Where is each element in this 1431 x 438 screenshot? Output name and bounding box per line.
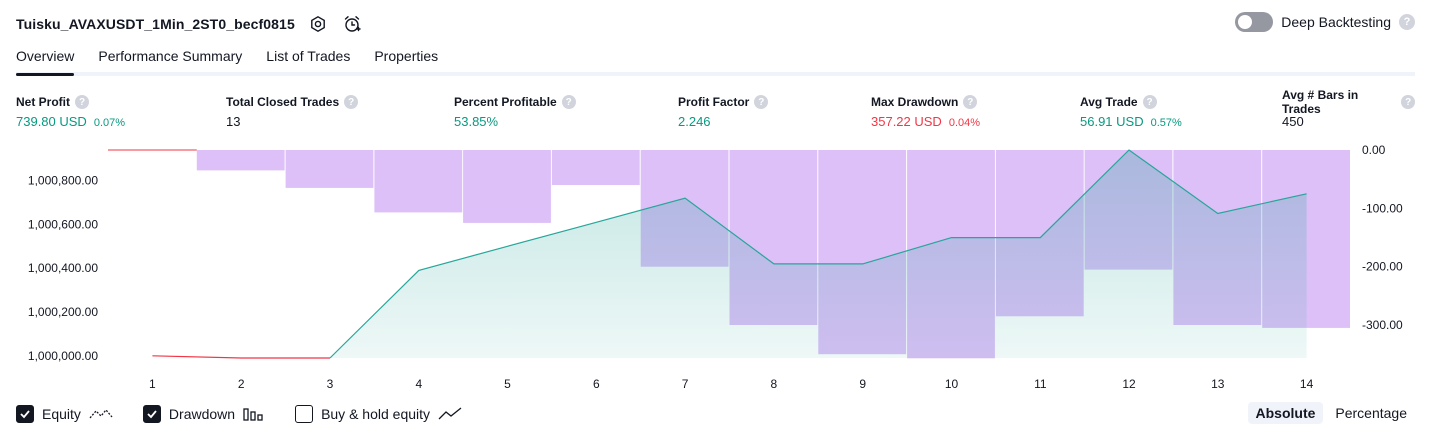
left-axis-tick: 1,000,600.00 [28,217,98,231]
left-axis-tick: 1,000,000.00 [28,349,98,363]
x-axis-tick: 6 [593,377,600,391]
drawdown-toggle[interactable]: Drawdown [142,405,265,423]
alarm-icon[interactable] [341,13,363,35]
stat-net-profit: Net Profit? 739.80 USD 0.07% [16,94,125,129]
stat-value: 56.91 USD [1080,114,1144,129]
stat-avg-trade: Avg Trade? 56.91 USD 0.57% [1080,94,1182,129]
stat-profit-factor: Profit Factor? 2.246 [678,94,769,129]
buy-hold-toggle[interactable]: Buy & hold equity [295,405,462,423]
right-axis-tick: 0.00 [1362,143,1386,157]
stats-row: Net Profit? 739.80 USD 0.07% Total Closed… [16,88,1415,130]
tab-properties[interactable]: Properties [374,48,439,64]
x-axis-tick: 8 [771,377,778,391]
stat-avg-bars-in-trades: Avg # Bars in Trades? 450 [1282,88,1415,129]
tab-list-of-trades[interactable]: List of Trades [266,48,351,64]
report-header: Tuisku_AVAXUSDT_1Min_2ST0_becf0815 Deep … [16,12,1415,36]
drawdown-label: Drawdown [168,406,236,422]
mode-switch: Absolute Percentage [1247,402,1416,424]
drawdown-bars-icon [243,407,265,421]
x-axis-tick: 2 [238,377,245,391]
buy-hold-checkbox[interactable] [295,405,314,423]
x-axis-tick: 13 [1211,377,1225,391]
stat-label: Max Drawdown [871,95,959,109]
x-axis-tick: 10 [945,377,959,391]
stat-label: Avg # Bars in Trades [1282,88,1359,116]
equity-line-icon [89,407,113,421]
equity-label: Equity [42,406,81,422]
x-axis-tick: 9 [859,377,866,391]
x-axis-tick: 7 [682,377,689,391]
equity-drawdown-chart[interactable]: 1,000,000.00 1,000,200.00 1,000,400.00 1,00… [0,140,1431,398]
drawdown-bar [285,150,374,188]
equity-line-negative [152,355,330,359]
stat-value: 357.22 USD [871,114,942,129]
info-icon[interactable]: ? [963,95,978,109]
x-axis-tick: 1 [149,377,156,391]
absolute-button[interactable]: Absolute [1247,402,1324,424]
info-icon[interactable]: ? [1401,95,1415,109]
drawdown-checkbox[interactable] [142,405,161,423]
equity-toggle[interactable]: Equity [16,405,113,423]
x-axis-tick: 11 [1034,377,1047,391]
stat-label: Profit Factor [678,95,750,109]
help-icon[interactable]: ? [1399,14,1415,30]
stat-label: Percent Profitable [454,95,557,109]
left-axis: 1,000,000.00 1,000,200.00 1,000,400.00 1,00… [28,174,98,363]
stat-label: Net Profit [16,95,70,109]
right-axis: 0.00 -100.00 -200.00 -300.00 [1362,143,1403,332]
info-icon[interactable]: ? [1142,95,1157,109]
stat-percent-profitable: Percent Profitable? 53.85% [454,94,576,129]
buy-hold-label: Buy & hold equity [321,406,431,422]
drawdown-bar [196,150,285,171]
stat-value: 2.246 [678,114,711,129]
left-axis-tick: 1,000,800.00 [28,174,98,188]
stat-value: 450 [1282,114,1304,129]
x-axis: 1 2 3 4 5 6 7 8 9 10 11 12 13 14 [149,377,1314,391]
stat-value: 53.85% [454,114,499,129]
equity-fill [330,150,1307,358]
equity-checkbox[interactable] [16,405,34,423]
report-tabs: Overview Performance Summary List of Tra… [16,46,1415,76]
drawdown-bar [551,150,640,185]
settings-icon[interactable] [307,13,329,35]
strategy-title: Tuisku_AVAXUSDT_1Min_2ST0_becf0815 [16,16,295,32]
right-axis-tick: -300.00 [1362,318,1403,332]
stat-label: Total Closed Trades [226,95,340,109]
x-axis-tick: 14 [1300,377,1314,391]
percentage-button[interactable]: Percentage [1335,405,1407,421]
stat-label: Avg Trade [1080,95,1138,109]
info-icon[interactable]: ? [75,95,89,109]
stat-value: 13 [226,114,241,129]
buy-hold-line-icon [438,407,462,421]
stat-percent: 0.04% [948,117,981,129]
stat-value: 739.80 USD [16,114,87,129]
drawdown-bar [374,150,463,213]
left-axis-tick: 1,000,200.00 [28,305,98,319]
equity-line [329,149,1307,359]
stat-total-closed-trades: Total Closed Trades? 13 [226,94,359,129]
deep-backtesting-toggle[interactable] [1235,12,1274,32]
info-icon[interactable]: ? [561,95,576,109]
chart-legend: Equity Drawdown Buy & hold equity Absolu… [16,402,1415,426]
deep-backtesting-control: Deep Backtesting ? [1235,12,1415,32]
drawdown-bar [463,150,551,223]
tab-performance-summary[interactable]: Performance Summary [98,48,243,64]
x-axis-tick: 5 [504,377,511,391]
stat-max-drawdown: Max Drawdown? 357.22 USD 0.04% [871,94,980,129]
x-axis-tick: 3 [327,377,334,391]
right-axis-tick: -100.00 [1362,201,1403,215]
info-icon[interactable]: ? [344,95,359,109]
x-axis-tick: 4 [415,377,422,391]
deep-backtesting-label: Deep Backtesting [1281,14,1391,30]
left-axis-tick: 1,000,400.00 [28,261,98,275]
info-icon[interactable]: ? [754,95,769,109]
equity-area [152,149,1307,359]
stat-percent: 0.07% [93,117,126,129]
tab-overview[interactable]: Overview [16,46,75,76]
stat-percent: 0.57% [1150,117,1182,129]
x-axis-tick: 12 [1122,377,1136,391]
right-axis-tick: -200.00 [1362,260,1403,274]
